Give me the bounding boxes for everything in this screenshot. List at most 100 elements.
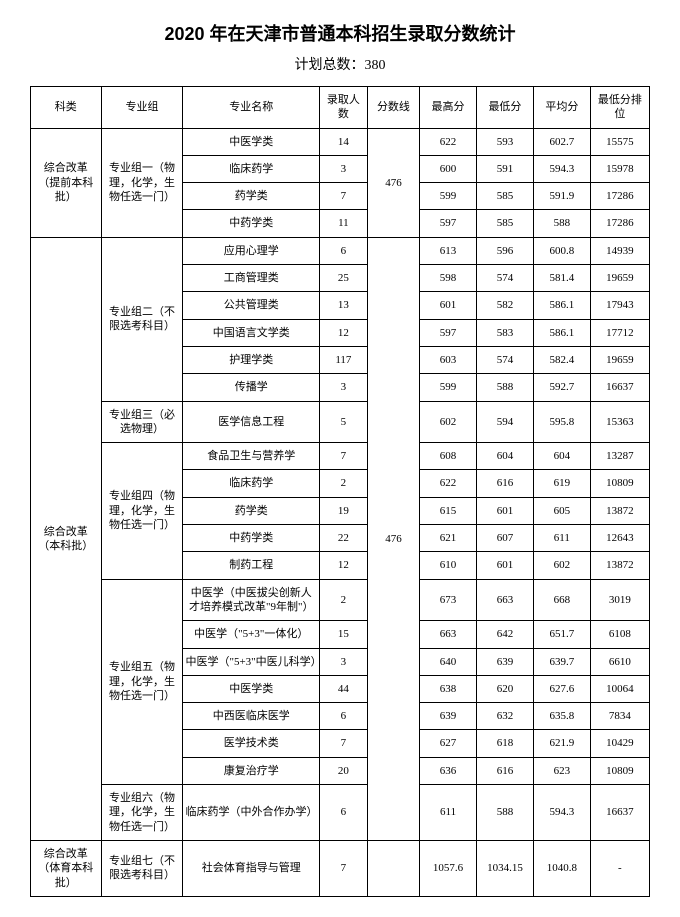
rank-cell: 15363 <box>590 401 649 443</box>
table-row: 综合改革（本科批） 专业组二（不限选考科目） 应用心理学 6 476 613 5… <box>31 237 650 264</box>
max-cell: 621 <box>420 525 477 552</box>
max-cell: 597 <box>420 319 477 346</box>
major-cell: 中医学类 <box>183 128 320 155</box>
score-table: 科类 专业组 专业名称 录取人数 分数线 最高分 最低分 平均分 最低分排位 综… <box>30 86 650 897</box>
count-cell: 14 <box>320 128 368 155</box>
major-cell: 药学类 <box>183 183 320 210</box>
rank-cell: 17712 <box>590 319 649 346</box>
count-cell: 6 <box>320 785 368 841</box>
major-cell: 临床药学 <box>183 470 320 497</box>
min-cell: 585 <box>477 183 534 210</box>
col-group: 专业组 <box>101 87 183 129</box>
count-cell: 3 <box>320 374 368 401</box>
count-cell: 6 <box>320 703 368 730</box>
rank-cell: 12643 <box>590 525 649 552</box>
max-cell: 1057.6 <box>420 840 477 896</box>
max-cell: 613 <box>420 237 477 264</box>
avg-cell: 581.4 <box>533 265 590 292</box>
avg-cell: 602 <box>533 552 590 579</box>
major-cell: 中医学类 <box>183 675 320 702</box>
col-kelei: 科类 <box>31 87 102 129</box>
group-cell: 专业组三（必选物理） <box>101 401 183 443</box>
major-cell: 中药学类 <box>183 525 320 552</box>
table-header-row: 科类 专业组 专业名称 录取人数 分数线 最高分 最低分 平均分 最低分排位 <box>31 87 650 129</box>
min-cell: 574 <box>477 265 534 292</box>
min-cell: 639 <box>477 648 534 675</box>
major-cell: 应用心理学 <box>183 237 320 264</box>
avg-cell: 591.9 <box>533 183 590 210</box>
rank-cell: 17286 <box>590 210 649 237</box>
count-cell: 20 <box>320 757 368 784</box>
min-cell: 601 <box>477 552 534 579</box>
max-cell: 603 <box>420 346 477 373</box>
kelei-cell: 综合改革（提前本科批） <box>31 128 102 237</box>
major-cell: 中医学（中医拔尖创新人才培养模式改革"9年制"） <box>183 579 320 621</box>
col-rank: 最低分排位 <box>590 87 649 129</box>
col-line: 分数线 <box>367 87 419 129</box>
group-cell: 专业组五（物理，化学，生物任选一门） <box>101 579 183 784</box>
count-cell: 117 <box>320 346 368 373</box>
major-cell: 护理学类 <box>183 346 320 373</box>
major-cell: 康复治疗学 <box>183 757 320 784</box>
plan-total: 计划总数：380 <box>30 54 650 74</box>
line-cell <box>367 840 419 896</box>
min-cell: 620 <box>477 675 534 702</box>
rank-cell: 15575 <box>590 128 649 155</box>
count-cell: 22 <box>320 525 368 552</box>
avg-cell: 1040.8 <box>533 840 590 896</box>
count-cell: 2 <box>320 579 368 621</box>
major-cell: 中医学（"5+3"一体化） <box>183 621 320 648</box>
major-cell: 中药学类 <box>183 210 320 237</box>
max-cell: 615 <box>420 497 477 524</box>
rank-cell: 14939 <box>590 237 649 264</box>
count-cell: 7 <box>320 840 368 896</box>
major-cell: 制药工程 <box>183 552 320 579</box>
min-cell: 588 <box>477 374 534 401</box>
rank-cell: 10429 <box>590 730 649 757</box>
avg-cell: 586.1 <box>533 292 590 319</box>
rank-cell: 7834 <box>590 703 649 730</box>
group-cell: 专业组六（物理，化学，生物任选一门） <box>101 785 183 841</box>
max-cell: 622 <box>420 128 477 155</box>
count-cell: 19 <box>320 497 368 524</box>
rank-cell: 3019 <box>590 579 649 621</box>
rank-cell: 10809 <box>590 757 649 784</box>
min-cell: 591 <box>477 155 534 182</box>
avg-cell: 611 <box>533 525 590 552</box>
rank-cell: 13287 <box>590 443 649 470</box>
major-cell: 公共管理类 <box>183 292 320 319</box>
min-cell: 663 <box>477 579 534 621</box>
max-cell: 601 <box>420 292 477 319</box>
max-cell: 636 <box>420 757 477 784</box>
rank-cell: 16637 <box>590 785 649 841</box>
table-row: 专业组五（物理，化学，生物任选一门） 中医学（中医拔尖创新人才培养模式改革"9年… <box>31 579 650 621</box>
max-cell: 598 <box>420 265 477 292</box>
min-cell: 616 <box>477 470 534 497</box>
rank-cell: 17286 <box>590 183 649 210</box>
major-cell: 传播学 <box>183 374 320 401</box>
table-row: 专业组四（物理，化学，生物任选一门） 食品卫生与营养学 7 608 604 60… <box>31 443 650 470</box>
min-cell: 596 <box>477 237 534 264</box>
major-cell: 医学信息工程 <box>183 401 320 443</box>
table-row: 综合改革（提前本科批） 专业组一（物理，化学，生物任选一门） 中医学类 14 4… <box>31 128 650 155</box>
max-cell: 639 <box>420 703 477 730</box>
max-cell: 638 <box>420 675 477 702</box>
count-cell: 2 <box>320 470 368 497</box>
group-cell: 专业组四（物理，化学，生物任选一门） <box>101 443 183 579</box>
rank-cell: 17943 <box>590 292 649 319</box>
max-cell: 663 <box>420 621 477 648</box>
count-cell: 7 <box>320 730 368 757</box>
max-cell: 599 <box>420 183 477 210</box>
avg-cell: 595.8 <box>533 401 590 443</box>
kelei-cell: 综合改革（本科批） <box>31 237 102 840</box>
avg-cell: 586.1 <box>533 319 590 346</box>
group-cell: 专业组二（不限选考科目） <box>101 237 183 401</box>
line-cell: 476 <box>367 128 419 237</box>
major-cell: 临床药学 <box>183 155 320 182</box>
min-cell: 574 <box>477 346 534 373</box>
avg-cell: 639.7 <box>533 648 590 675</box>
rank-cell: 6610 <box>590 648 649 675</box>
avg-cell: 619 <box>533 470 590 497</box>
max-cell: 622 <box>420 470 477 497</box>
count-cell: 3 <box>320 648 368 675</box>
